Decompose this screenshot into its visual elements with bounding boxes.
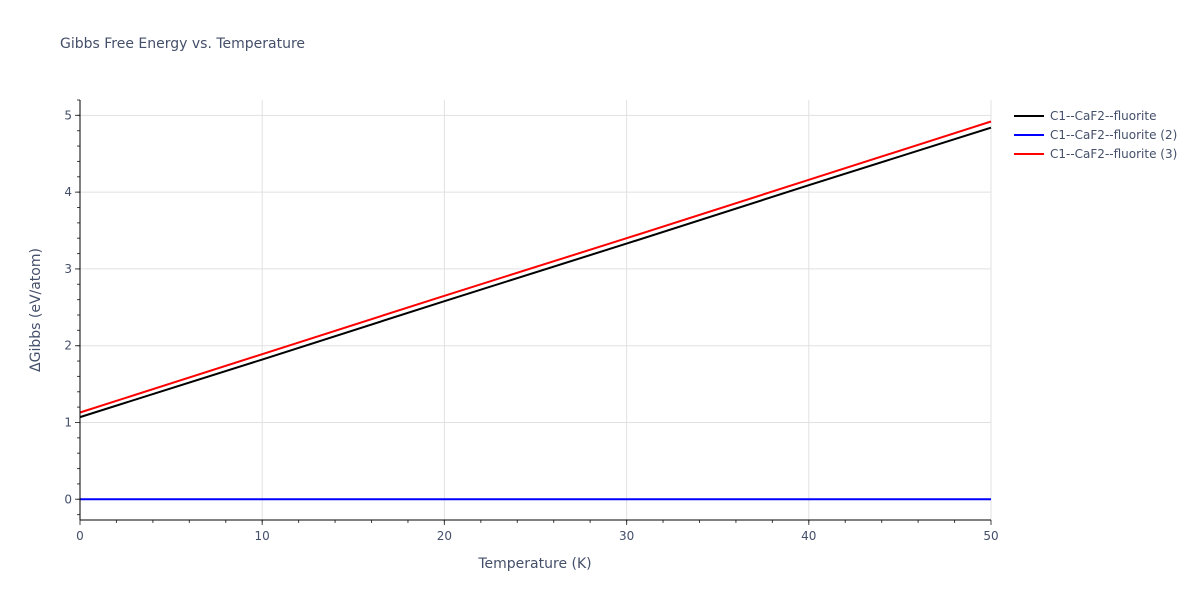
x-tick-label: 50: [983, 529, 998, 543]
gridlines: [80, 100, 992, 520]
y-axis-title: ΔGibbs (eV/atom): [28, 248, 44, 372]
x-axis-title: Temperature (K): [477, 556, 591, 572]
legend-swatch-blue: [1014, 133, 1044, 136]
chart-title: Gibbs Free Energy vs. Temperature: [60, 36, 306, 52]
x-tick-label: 30: [619, 529, 634, 543]
legend-label: C1--CaF2--fluorite: [1050, 108, 1157, 123]
legend-item-series-2[interactable]: C1--CaF2--fluorite (2): [1014, 125, 1177, 144]
legend-label: C1--CaF2--fluorite (3): [1050, 146, 1178, 161]
axes: 0 10 20 30 40 50 0 1 2 3 4 5: [64, 99, 999, 543]
legend-swatch-black: [1014, 114, 1044, 117]
y-tick-label: 3: [64, 262, 72, 276]
legend-label: C1--CaF2--fluorite (2): [1050, 127, 1178, 142]
legend-swatch-red: [1014, 152, 1044, 155]
series-line-3[interactable]: [79, 120, 992, 414]
y-tick-label: 1: [64, 415, 72, 429]
legend-item-series-1[interactable]: C1--CaF2--fluorite: [1014, 106, 1177, 125]
legend: C1--CaF2--fluorite C1--CaF2--fluorite (2…: [1014, 106, 1177, 163]
legend-item-series-3[interactable]: C1--CaF2--fluorite (3): [1014, 144, 1177, 163]
x-tick-label: 40: [801, 529, 816, 543]
series-line-1[interactable]: [79, 126, 992, 419]
x-tick-label: 20: [437, 529, 452, 543]
x-tick-label: 0: [76, 529, 84, 543]
x-tick-label: 10: [255, 529, 270, 543]
y-tick-label: 2: [64, 339, 72, 353]
data-lines: [79, 120, 992, 501]
y-tick-label: 5: [64, 108, 72, 122]
y-tick-label: 0: [64, 492, 72, 506]
y-tick-label: 4: [64, 185, 72, 199]
